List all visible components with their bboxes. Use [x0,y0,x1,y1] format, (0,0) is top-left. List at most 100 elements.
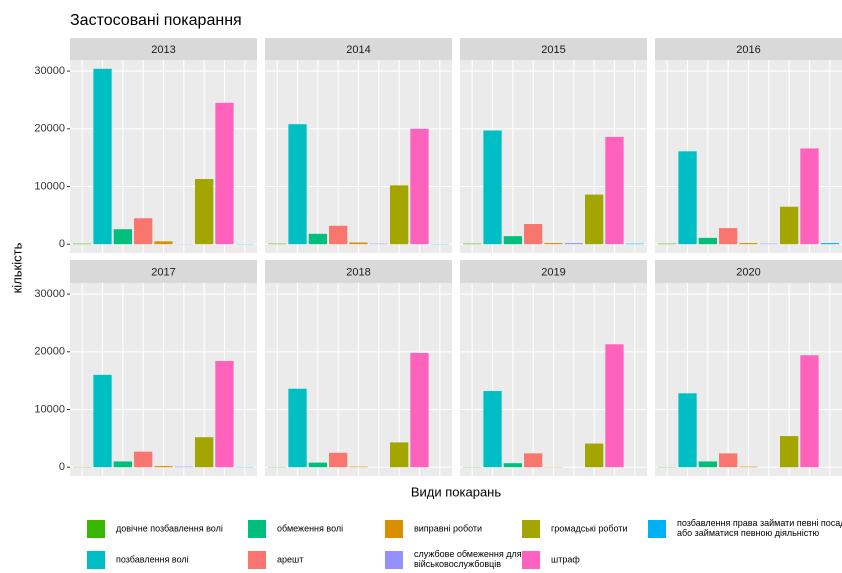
strip-label: 2014 [346,44,370,56]
bar [215,102,234,245]
strip-label: 2020 [736,266,760,278]
bar [93,374,112,468]
legend-key [648,520,666,538]
bar [195,179,214,245]
bar [780,206,799,245]
bar [154,241,173,245]
strip-label: 2016 [736,44,760,56]
strip-label: 2018 [346,266,370,278]
strip-background [70,260,257,283]
x-axis-label: Види покарань [411,484,502,499]
bar [410,128,429,245]
bar [719,453,738,468]
legend-label: позбавлення волі [116,554,189,564]
bar [329,225,348,245]
bar [308,462,327,468]
bar [134,451,153,468]
bar [73,243,92,245]
bar [524,224,543,245]
bar [288,124,307,245]
chart-title: Застосовані покарання [70,12,242,29]
y-tick-label: 10000 [34,403,65,415]
bar [329,452,348,468]
strip-background [655,260,842,283]
strip-background [655,38,842,60]
legend-label: виправні роботи [414,523,482,533]
strip-background [265,260,452,283]
y-axis-label: кількість [9,242,24,293]
bar [215,361,234,468]
bar [800,355,819,468]
bar [800,148,819,245]
strip-background [460,260,647,283]
bar [483,130,502,245]
strip-background [265,38,452,60]
bar [524,453,543,468]
bar [113,229,132,245]
y-tick-label: 20000 [34,123,65,135]
y-tick-label: 20000 [34,346,65,358]
bar [410,352,429,468]
bar [154,466,173,468]
legend-key [522,551,540,569]
legend-label: довічне позбавлення волі [116,523,223,533]
bar [113,461,132,468]
bar [503,236,522,245]
legend-key [248,520,266,538]
bar [134,218,153,245]
bar [678,151,697,245]
bar [698,461,717,468]
y-tick-label: 30000 [34,288,65,300]
bar [349,242,368,245]
bar [390,185,409,245]
legend-key [385,520,403,538]
bar [739,243,758,245]
bar [483,391,502,468]
bar [625,243,644,245]
legend-label: арешт [277,554,303,564]
y-tick-label: 0 [59,238,65,250]
bar [349,466,368,468]
legend-key [87,551,105,569]
strip-label: 2017 [151,266,175,278]
bar [544,243,563,245]
bar [820,243,839,245]
legend-label: службове обмеження для військовослужбовці… [414,549,522,569]
legend-key [248,551,266,569]
bar [195,437,214,468]
bar [739,466,758,468]
bar [390,442,409,468]
legend-label: громадські роботи [551,523,628,533]
bar [605,136,624,245]
strip-label: 2013 [151,44,175,56]
legend-key [522,520,540,538]
legend-label: обмеження волі [277,523,343,533]
y-tick-label: 10000 [34,180,65,192]
bar [463,243,482,245]
bar [564,243,583,245]
bar [605,344,624,468]
bar [174,466,193,468]
bar [369,243,388,245]
bar [678,393,697,468]
bar [308,233,327,245]
strip-label: 2019 [541,266,565,278]
bar [780,436,799,468]
strip-label: 2015 [541,44,565,56]
bar [288,388,307,468]
bar [268,243,287,245]
bar [719,228,738,245]
legend-key [385,551,403,569]
legend-key [87,520,105,538]
legend-label: штраф [551,554,580,564]
y-tick-label: 30000 [34,65,65,77]
bar [93,68,112,245]
strip-background [460,38,647,60]
legend-label: позбавлення права займати певні посади аб… [677,518,842,538]
bar [698,237,717,245]
bar [585,443,604,468]
y-tick-label: 0 [59,461,65,473]
bar [759,243,778,245]
bar [585,194,604,245]
